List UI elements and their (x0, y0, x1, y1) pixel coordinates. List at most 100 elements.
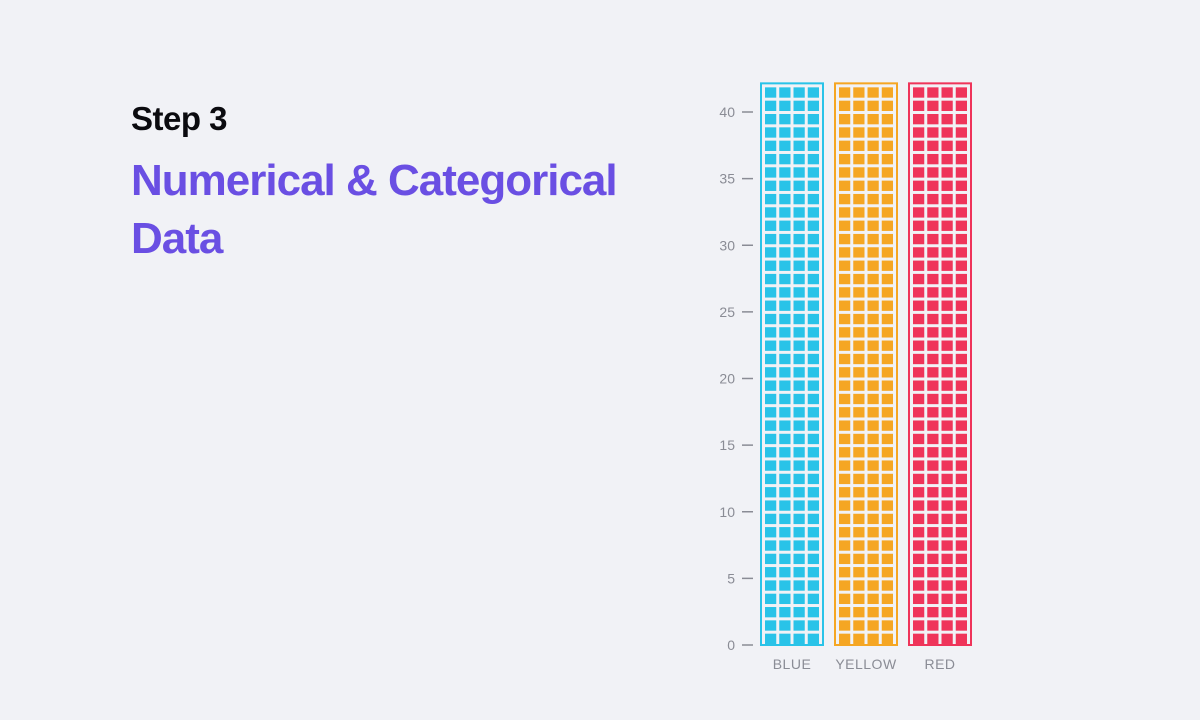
bar-cell (779, 607, 791, 618)
bar-cell (941, 407, 953, 418)
bar-cell (779, 633, 791, 644)
bar-cell (839, 313, 851, 325)
bar-cell (913, 327, 925, 338)
bar-cell (839, 367, 851, 378)
bar-cell (881, 420, 893, 431)
bar-cell (867, 500, 879, 511)
bar-cell (765, 593, 777, 605)
bar-cell (793, 247, 805, 258)
bar-cell (839, 607, 851, 618)
bar-cell (913, 580, 925, 591)
bar-cell (941, 233, 953, 245)
bar-cell (779, 100, 791, 111)
bar-cell (807, 340, 819, 351)
bar-cell (807, 407, 819, 418)
bar-cell (941, 380, 953, 391)
bar-cell (913, 127, 925, 138)
bar-cell (839, 553, 851, 565)
bar-cell (881, 140, 893, 151)
bar-cell (807, 247, 819, 258)
bar-cell (853, 393, 865, 405)
bar-cell (765, 447, 777, 458)
bar-cell (779, 300, 791, 311)
bar-cell (793, 580, 805, 591)
bar-cell (941, 153, 953, 165)
bar-cell (913, 620, 925, 631)
bar-cell (927, 140, 939, 151)
bar-cell (793, 607, 805, 618)
bar-cell (881, 380, 893, 391)
bar-cell (913, 433, 925, 445)
bar-cell (955, 420, 967, 431)
bar-cell (941, 87, 953, 98)
bar-cell (807, 207, 819, 218)
bar-cell (853, 193, 865, 205)
bar-cell (955, 167, 967, 178)
bar-cell (927, 233, 939, 245)
bar-cell (913, 607, 925, 618)
bar-cell (793, 473, 805, 485)
bar-cell (779, 127, 791, 138)
bar-cell (881, 193, 893, 205)
bar-cell (807, 633, 819, 644)
bar-cell (793, 593, 805, 605)
bar-cell (765, 100, 777, 111)
bar-cell (779, 353, 791, 365)
bar-cell (867, 233, 879, 245)
bar-cell (793, 260, 805, 271)
bar-cell (913, 393, 925, 405)
bar-cell (779, 527, 791, 538)
bar-cell (927, 433, 939, 445)
bar-cell (765, 580, 777, 591)
bar-cell (913, 367, 925, 378)
bar-cell (955, 100, 967, 111)
bar-cell (807, 567, 819, 578)
bar-cell (839, 114, 851, 125)
bar-cell (881, 460, 893, 471)
bar-cell (793, 220, 805, 231)
bar-cell (793, 100, 805, 111)
bar-cell (927, 593, 939, 605)
bar-cell (955, 553, 967, 565)
bar-cell (765, 633, 777, 644)
bar-cell (853, 340, 865, 351)
x-category-label: BLUE (773, 656, 812, 672)
bar-cell (853, 593, 865, 605)
bar-cell (807, 420, 819, 431)
bar-cell (867, 127, 879, 138)
bar-cell (807, 300, 819, 311)
bar-cell (941, 567, 953, 578)
bar-cell (955, 207, 967, 218)
bar-cell (793, 407, 805, 418)
bar-cell (765, 273, 777, 285)
bar-cell (765, 114, 777, 125)
bar-cell (839, 393, 851, 405)
bar-cell (941, 247, 953, 258)
bar-cell (779, 513, 791, 525)
bar-cell (867, 420, 879, 431)
bar-cell (941, 313, 953, 325)
bar-cell (927, 193, 939, 205)
bar-cell (881, 567, 893, 578)
bar-cell (941, 367, 953, 378)
bar-cell (853, 487, 865, 498)
bar-cell (839, 407, 851, 418)
bar-cell (881, 367, 893, 378)
bar-cell (839, 140, 851, 151)
bar-cell (913, 233, 925, 245)
bar-cell (839, 180, 851, 191)
bar-cell (941, 620, 953, 631)
bar-cell (853, 380, 865, 391)
bar-cell (853, 207, 865, 218)
bar-cell (853, 127, 865, 138)
bar-cell (779, 273, 791, 285)
bar-cell (955, 513, 967, 525)
bar-cell (867, 567, 879, 578)
bar-cell (867, 220, 879, 231)
bar-cell (853, 87, 865, 98)
bar-cell (779, 407, 791, 418)
bar-cell (955, 527, 967, 538)
bar-cell (927, 100, 939, 111)
bar-cell (927, 527, 939, 538)
